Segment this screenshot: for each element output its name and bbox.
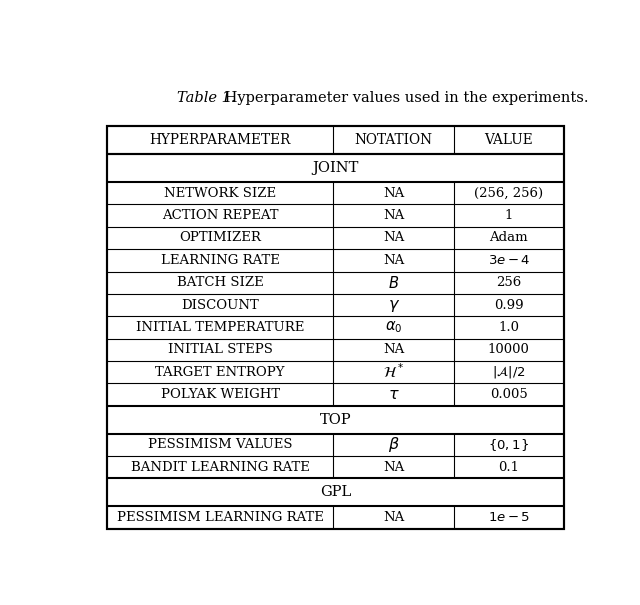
Text: Adam: Adam: [490, 232, 528, 244]
Text: HYPERPARAMETER: HYPERPARAMETER: [150, 133, 291, 147]
Text: NA: NA: [383, 254, 404, 267]
Text: TOP: TOP: [319, 413, 351, 427]
Text: 10000: 10000: [488, 343, 530, 356]
Bar: [108, 126, 564, 529]
Text: Table 1.: Table 1.: [177, 91, 236, 105]
Text: BANDIT LEARNING RATE: BANDIT LEARNING RATE: [131, 460, 310, 474]
Text: 0.005: 0.005: [490, 388, 528, 401]
Text: POLYAK WEIGHT: POLYAK WEIGHT: [161, 388, 280, 401]
Text: 0.99: 0.99: [494, 298, 524, 312]
Text: 1: 1: [505, 209, 513, 222]
Text: $1e-5$: $1e-5$: [488, 511, 530, 524]
Text: NA: NA: [383, 511, 404, 524]
Text: $\{0,1\}$: $\{0,1\}$: [488, 437, 529, 453]
Text: $\beta$: $\beta$: [388, 436, 399, 454]
Text: $B$: $B$: [388, 275, 399, 290]
Text: $|\mathcal{A}|/2$: $|\mathcal{A}|/2$: [492, 364, 525, 380]
Text: NA: NA: [383, 343, 404, 356]
Text: NA: NA: [383, 209, 404, 222]
Text: BATCH SIZE: BATCH SIZE: [177, 276, 264, 289]
Text: 1.0: 1.0: [499, 321, 519, 334]
Text: NA: NA: [383, 232, 404, 244]
Text: 256: 256: [496, 276, 522, 289]
Text: TARGET ENTROPY: TARGET ENTROPY: [156, 365, 285, 379]
Text: PESSIMISM VALUES: PESSIMISM VALUES: [148, 438, 292, 451]
Text: NA: NA: [383, 460, 404, 474]
Text: (256, 256): (256, 256): [474, 187, 543, 200]
Text: $\gamma$: $\gamma$: [388, 296, 400, 313]
Bar: [108, 126, 564, 529]
Text: JOINT: JOINT: [312, 161, 358, 175]
Text: ACTION REPEAT: ACTION REPEAT: [162, 209, 278, 222]
Text: Hyperparameter values used in the experiments.: Hyperparameter values used in the experi…: [220, 91, 588, 105]
Text: $\alpha_0$: $\alpha_0$: [385, 319, 403, 335]
Text: INITIAL STEPS: INITIAL STEPS: [168, 343, 273, 356]
Text: PESSIMISM LEARNING RATE: PESSIMISM LEARNING RATE: [116, 511, 324, 524]
Text: $3e-4$: $3e-4$: [488, 254, 530, 267]
Text: 0.1: 0.1: [499, 460, 519, 474]
Text: DISCOUNT: DISCOUNT: [181, 298, 259, 312]
Text: OPTIMIZER: OPTIMIZER: [179, 232, 261, 244]
Text: INITIAL TEMPERATURE: INITIAL TEMPERATURE: [136, 321, 305, 334]
Text: $\tau$: $\tau$: [388, 386, 399, 403]
Text: NETWORK SIZE: NETWORK SIZE: [164, 187, 276, 200]
Text: NOTATION: NOTATION: [355, 133, 433, 147]
Text: GPL: GPL: [320, 485, 351, 499]
Text: VALUE: VALUE: [484, 133, 533, 147]
Text: $\mathcal{H}^*$: $\mathcal{H}^*$: [383, 363, 404, 382]
Text: LEARNING RATE: LEARNING RATE: [161, 254, 280, 267]
Text: NA: NA: [383, 187, 404, 200]
